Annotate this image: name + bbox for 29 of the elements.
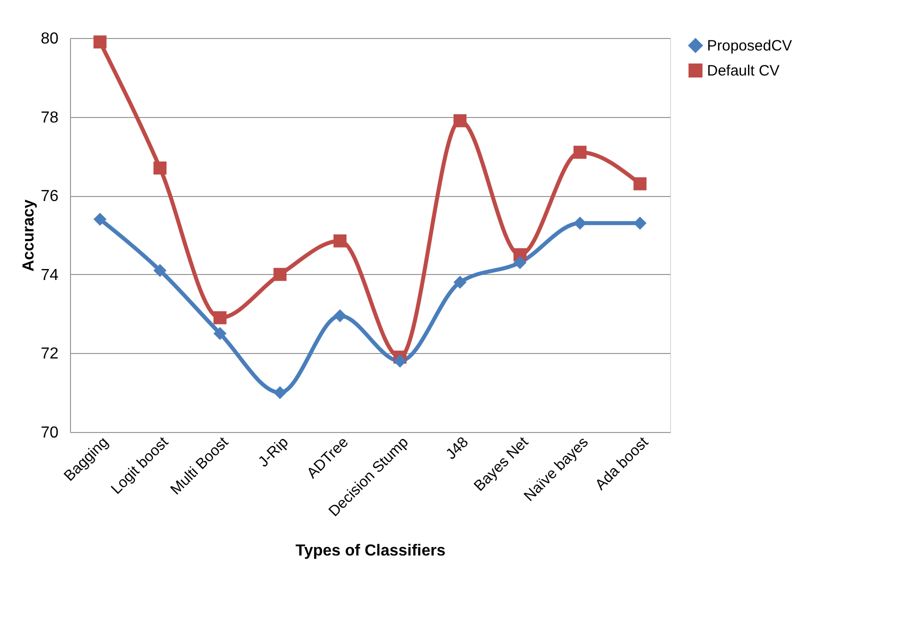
point bbox=[573, 216, 587, 230]
y-tick-label: 76 bbox=[40, 188, 59, 206]
point bbox=[93, 35, 107, 48]
y-tick-label: 72 bbox=[40, 346, 59, 363]
point bbox=[153, 162, 167, 175]
point bbox=[273, 268, 287, 281]
point bbox=[453, 276, 467, 289]
point bbox=[333, 234, 347, 248]
y-tick-label: 74 bbox=[40, 266, 59, 284]
y-tick-label: 80 bbox=[40, 30, 59, 48]
point bbox=[273, 386, 287, 400]
y-tick-label: 70 bbox=[40, 424, 59, 442]
point bbox=[573, 146, 587, 159]
point bbox=[333, 309, 347, 322]
point bbox=[213, 311, 227, 324]
x-tick-label: J48 bbox=[442, 434, 472, 463]
legend-label: Default CV bbox=[707, 62, 780, 80]
point bbox=[93, 212, 107, 226]
point bbox=[213, 326, 227, 340]
point bbox=[453, 114, 467, 128]
point bbox=[513, 256, 527, 270]
y-tick-label: 78 bbox=[40, 109, 59, 126]
point bbox=[153, 264, 167, 277]
point bbox=[633, 177, 647, 190]
point bbox=[633, 216, 647, 230]
point bbox=[393, 354, 407, 368]
y-axis-title: Accuracy bbox=[20, 199, 38, 272]
x-axis-title: Types of Classifiers bbox=[296, 542, 446, 560]
legend-label: ProposedCV bbox=[707, 38, 792, 54]
